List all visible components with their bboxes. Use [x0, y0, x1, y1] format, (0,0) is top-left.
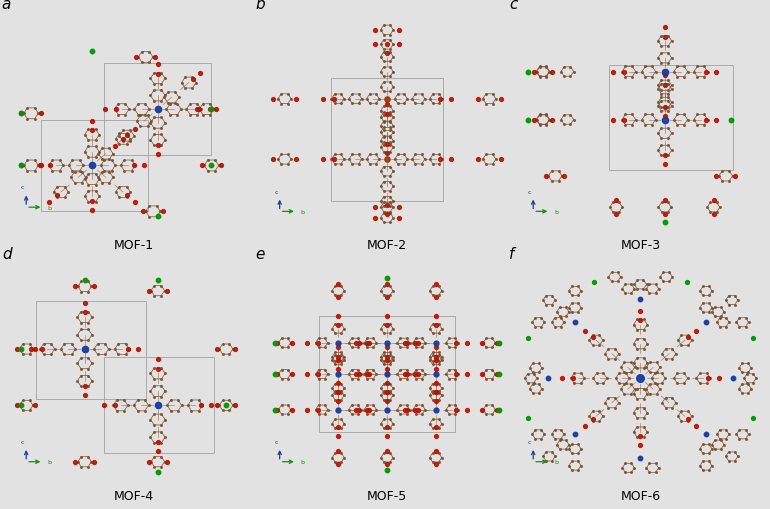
Text: c: c: [274, 189, 278, 194]
Text: MOF-4: MOF-4: [113, 489, 153, 502]
Text: c: c: [527, 189, 531, 194]
Text: MOF-6: MOF-6: [621, 489, 661, 502]
Text: c: c: [509, 0, 517, 12]
Text: e: e: [256, 247, 265, 262]
Bar: [104, 358, 214, 454]
Bar: [319, 316, 455, 433]
Text: c: c: [274, 439, 278, 444]
Text: c: c: [21, 185, 25, 190]
Text: b: b: [47, 459, 51, 464]
Bar: [41, 120, 148, 212]
Text: b: b: [47, 205, 51, 210]
Text: b: b: [300, 209, 304, 214]
Text: MOF-3: MOF-3: [621, 239, 661, 252]
Bar: [36, 301, 146, 400]
Text: a: a: [2, 0, 12, 12]
Text: b: b: [554, 459, 558, 464]
Text: b: b: [554, 209, 558, 214]
Text: d: d: [2, 247, 12, 262]
Bar: [331, 79, 443, 202]
Text: c: c: [527, 439, 531, 444]
Text: b: b: [300, 459, 304, 464]
Text: MOF-5: MOF-5: [367, 489, 407, 502]
Text: b: b: [256, 0, 265, 12]
Text: MOF-1: MOF-1: [113, 239, 153, 252]
Text: f: f: [509, 247, 514, 262]
Text: MOF-2: MOF-2: [367, 239, 407, 252]
Bar: [104, 64, 212, 156]
Text: c: c: [21, 439, 25, 444]
Bar: [609, 66, 733, 171]
